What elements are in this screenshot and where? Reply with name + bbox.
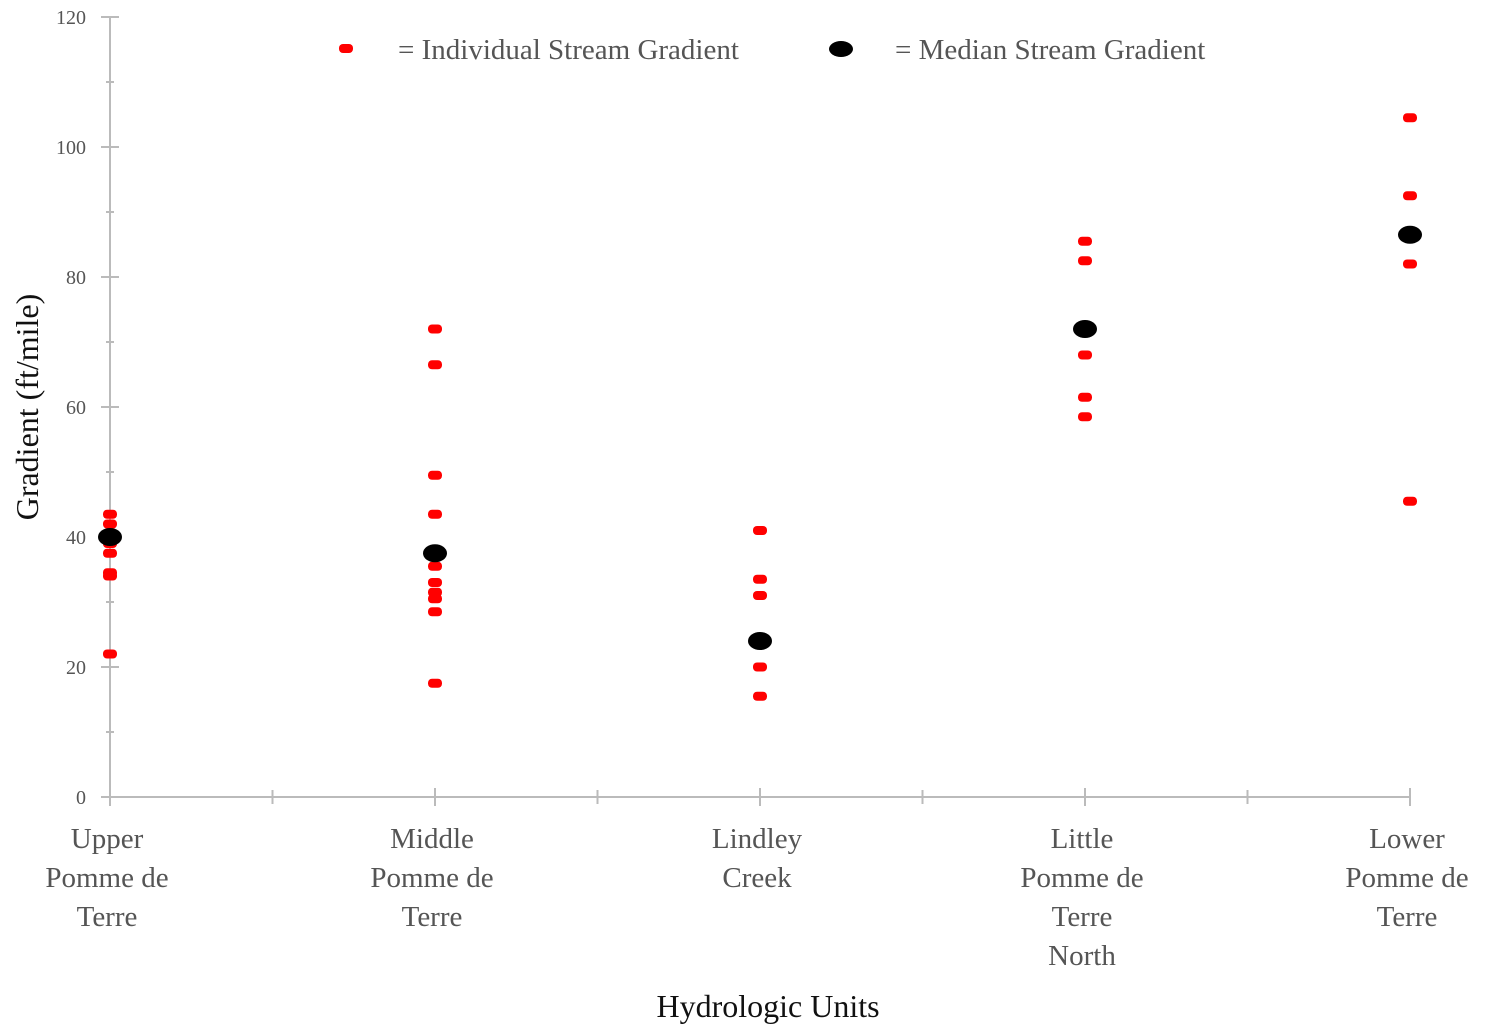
individual-gradient-point — [1403, 191, 1417, 201]
individual-gradient-point — [753, 691, 767, 701]
individual-gradient-point — [1078, 236, 1092, 246]
individual-gradient-point — [1078, 256, 1092, 266]
median-gradient-point — [748, 632, 772, 650]
legend-marker-median — [829, 41, 853, 57]
x-tick-label: North — [1048, 940, 1116, 972]
y-tick-label: 120 — [56, 7, 86, 29]
individual-gradient-point — [753, 662, 767, 672]
x-tick-label: Terre — [1052, 901, 1113, 933]
individual-gradient-point — [428, 324, 442, 334]
y-axis-title: Gradient (ft/mile) — [9, 294, 45, 521]
individual-gradient-point — [103, 649, 117, 659]
x-tick-label: Upper — [71, 823, 144, 855]
x-tick-label: Pomme de — [1020, 862, 1143, 894]
x-tick-label: Lindley — [712, 823, 803, 855]
legend-marker-individual — [339, 44, 353, 53]
data-points — [98, 113, 1422, 701]
y-tick-label: 100 — [56, 137, 86, 159]
x-tick-label: Terre — [77, 901, 138, 933]
individual-gradient-point — [753, 574, 767, 584]
individual-gradient-point — [428, 470, 442, 480]
individual-gradient-point — [428, 360, 442, 370]
individual-gradient-point — [428, 561, 442, 571]
x-axis-title: Hydrologic Units — [656, 988, 879, 1024]
x-tick-label: Pomme de — [45, 862, 168, 894]
individual-gradient-point — [753, 526, 767, 535]
individual-gradient-point — [428, 607, 442, 617]
individual-gradient-point — [428, 678, 442, 688]
legend-label-median: = Median Stream Gradient — [895, 34, 1205, 66]
x-tick-label: Little — [1051, 823, 1114, 855]
x-tick-label: Pomme de — [370, 862, 493, 894]
individual-gradient-point — [428, 578, 442, 587]
y-tick-label: 80 — [66, 267, 86, 289]
individual-gradient-point — [103, 548, 117, 558]
x-tick-label: Lower — [1369, 823, 1445, 855]
axes: 0 20 40 60 80 100 120 Upper Pomme de Terre Middle P… — [45, 7, 1468, 972]
individual-gradient-point — [1078, 350, 1092, 360]
individual-gradient-point — [103, 571, 117, 581]
individual-gradient-point — [103, 509, 117, 519]
y-tick-label: 40 — [66, 527, 86, 549]
legend-label-individual: = Individual Stream Gradient — [398, 34, 739, 66]
x-tick-label: Terre — [1377, 901, 1438, 933]
individual-gradient-point — [1403, 259, 1417, 269]
x-tick-label: Terre — [402, 901, 463, 933]
median-gradient-point — [423, 544, 447, 563]
individual-gradient-point — [428, 509, 442, 519]
individual-gradient-point — [1403, 496, 1417, 506]
median-gradient-point — [1073, 320, 1097, 338]
legend: = Individual Stream Gradient = Median St… — [339, 34, 1205, 66]
y-tick-label: 20 — [66, 657, 86, 679]
x-tick-label: Pomme de — [1345, 862, 1468, 894]
individual-gradient-point — [1403, 113, 1417, 123]
individual-gradient-point — [753, 591, 767, 600]
y-tick-label: 0 — [76, 787, 86, 809]
individual-gradient-point — [103, 519, 117, 529]
individual-gradient-point — [428, 594, 442, 604]
individual-gradient-point — [1078, 412, 1092, 422]
x-tick-label: Middle — [390, 823, 474, 855]
y-tick-label: 60 — [66, 397, 86, 419]
median-gradient-point — [98, 528, 122, 546]
x-tick-label: Creek — [722, 862, 792, 894]
individual-gradient-point — [1078, 392, 1092, 402]
median-gradient-point — [1398, 225, 1422, 244]
